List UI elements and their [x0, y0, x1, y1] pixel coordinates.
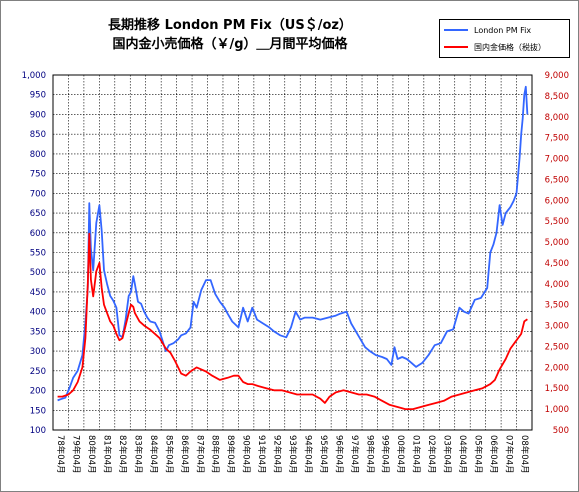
x-tick-label: 83年04月 [132, 435, 143, 474]
x-tick-label: 96年04月 [333, 435, 344, 474]
legend-swatch-london [444, 29, 468, 31]
y-left-tick-label: 250 [30, 367, 46, 377]
x-tick-label: 97年04月 [349, 435, 360, 474]
y-left-tick-label: 350 [30, 327, 46, 337]
y-left-tick-label: 1,000 [22, 71, 46, 81]
x-tick-label: 91年04月 [256, 435, 267, 474]
x-tick-label: 80年04月 [86, 435, 97, 474]
plot-area [52, 74, 533, 431]
y-left-tick-label: 200 [30, 387, 46, 397]
x-tick-label: 98年04月 [364, 435, 375, 474]
y-right-tick-label: 4,500 [545, 259, 569, 269]
y-right-tick-label: 6,000 [545, 196, 569, 206]
legend-label-domestic: 国内金価格（税抜） [474, 42, 546, 52]
y-right-tick-label: 3,500 [545, 301, 569, 311]
x-tick-label: 82年04月 [117, 435, 128, 474]
x-tick-label: 08年04月 [519, 435, 530, 474]
y-right-tick-label: 5,000 [545, 238, 569, 248]
x-tick-label: 81年04月 [102, 435, 113, 474]
y-left-tick-label: 100 [30, 426, 46, 436]
y-left-tick-label: 800 [30, 150, 46, 160]
y-left-tick-label: 650 [30, 209, 46, 219]
y-right-tick-label: 3,000 [545, 322, 569, 332]
y-right-tick-label: 9,000 [545, 71, 569, 81]
x-tick-label: 86年04月 [179, 435, 190, 474]
x-tick-label: 03年04月 [442, 435, 453, 474]
x-tick-label: 93年04月 [287, 435, 298, 474]
legend-item-london: London PM Fix [444, 23, 531, 37]
x-tick-label: 92年04月 [272, 435, 283, 474]
x-tick-label: 79年04月 [71, 435, 82, 474]
series-line-london-pm-fix [57, 85, 529, 402]
y-right-tick-label: 1,000 [545, 405, 569, 415]
y-right-tick-label: 500 [553, 426, 569, 436]
x-tick-label: 90年04月 [241, 435, 252, 474]
x-tick-label: 89年04月 [225, 435, 236, 474]
y-left-tick-label: 450 [30, 288, 46, 298]
x-tick-label: 07年04月 [503, 435, 514, 474]
y-left-tick-label: 850 [30, 130, 46, 140]
x-tick-label: 05年04月 [472, 435, 483, 474]
y-right-tick-label: 7,500 [545, 134, 569, 144]
y-left-tick-label: 300 [30, 347, 46, 357]
x-tick-label: 87年04月 [194, 435, 205, 474]
y-left-tick-label: 150 [30, 406, 46, 416]
y-left-tick-label: 950 [30, 91, 46, 101]
x-tick-label: 95年04月 [318, 435, 329, 474]
legend-swatch-domestic [444, 46, 468, 48]
x-tick-label: 00年04月 [395, 435, 406, 474]
x-tick-label: 84年04月 [148, 435, 159, 474]
y-right-tick-label: 5,500 [545, 217, 569, 227]
y-right-tick-label: 8,000 [545, 113, 569, 123]
y-left-tick-label: 400 [30, 308, 46, 318]
y-right-tick-label: 4,000 [545, 280, 569, 290]
x-tick-label: 04年04月 [457, 435, 468, 474]
legend-item-domestic: 国内金価格（税抜） [444, 40, 546, 54]
series-line-domestic-price [57, 232, 528, 411]
x-tick-label: 78年04月 [55, 435, 66, 474]
legend-label-london: London PM Fix [474, 25, 532, 35]
x-tick-label: 85年04月 [163, 435, 174, 474]
y-left-tick-label: 500 [30, 268, 46, 278]
y-left-tick-label: 600 [30, 229, 46, 239]
y-right-tick-label: 2,500 [545, 342, 569, 352]
chart-title: 長期推移 London PM Fix（US＄/oz） [108, 18, 352, 33]
x-tick-label: 88年04月 [210, 435, 221, 474]
y-left-tick-label: 750 [30, 170, 46, 180]
x-tick-label: 02年04月 [426, 435, 437, 474]
y-right-tick-label: 6,500 [545, 175, 569, 185]
x-tick-label: 94年04月 [302, 435, 313, 474]
y-left-tick-label: 550 [30, 249, 46, 259]
x-tick-label: 99年04月 [380, 435, 391, 474]
y-left-tick-label: 900 [30, 110, 46, 120]
legend: London PM Fix 国内金価格（税抜） [439, 19, 570, 58]
y-right-tick-label: 1,500 [545, 384, 569, 394]
y-left-tick-label: 700 [30, 189, 46, 199]
y-right-tick-label: 2,000 [545, 363, 569, 373]
y-right-tick-label: 8,500 [545, 92, 569, 102]
chart-subtitle: 国内金小売価格（￥/g）＿月間平均価格 [112, 37, 348, 52]
x-tick-label: 06年04月 [488, 435, 499, 474]
y-right-tick-label: 7,000 [545, 155, 569, 165]
x-tick-label: 01年04月 [411, 435, 422, 474]
